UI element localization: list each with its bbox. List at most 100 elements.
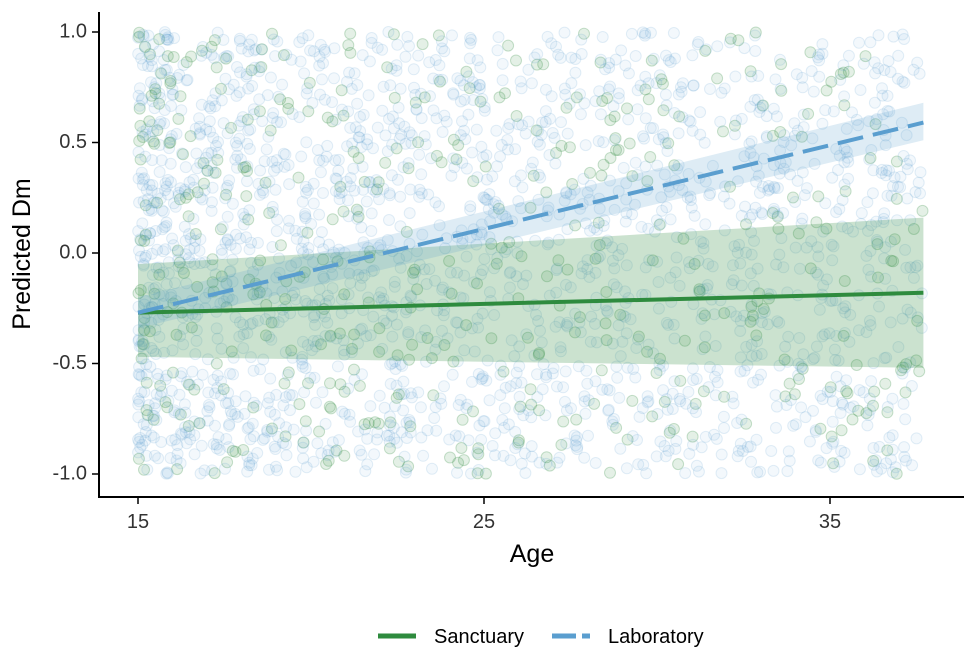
laboratory-point [142, 204, 155, 217]
laboratory-point [763, 183, 776, 196]
laboratory-point [297, 235, 310, 248]
sanctuary-point [820, 84, 833, 97]
laboratory-point [223, 174, 236, 187]
laboratory-point [773, 248, 786, 261]
laboratory-point [282, 222, 295, 235]
laboratory-point [840, 122, 853, 135]
sanctuary-point [521, 331, 534, 344]
laboratory-point [867, 442, 880, 454]
sanctuary-point [371, 183, 384, 196]
laboratory-point [419, 324, 432, 337]
laboratory-point [168, 406, 181, 419]
laboratory-point [573, 316, 586, 329]
laboratory-point [215, 247, 228, 260]
sanctuary-point [552, 254, 565, 267]
sanctuary-point [330, 444, 343, 457]
sanctuary-point [527, 169, 540, 182]
laboratory-point [464, 31, 477, 44]
sanctuary-point [434, 75, 446, 88]
laboratory-point [752, 373, 764, 386]
sanctuary-point [573, 311, 586, 324]
laboratory-point [653, 69, 666, 82]
laboratory-point [245, 33, 258, 46]
sanctuary-point [334, 180, 347, 193]
sanctuary-point [510, 54, 522, 67]
y-tick-label-neg05: -0.5 [53, 352, 87, 374]
laboratory-point [552, 48, 565, 61]
laboratory-point [354, 323, 367, 336]
laboratory-point [219, 72, 232, 85]
sanctuary-point [650, 367, 663, 379]
laboratory-point [280, 48, 293, 61]
sanctuary-point [626, 394, 639, 407]
laboratory-point [886, 392, 899, 405]
laboratory-point [141, 463, 154, 476]
laboratory-point [880, 457, 893, 470]
laboratory-point [697, 242, 710, 255]
laboratory-point [727, 259, 739, 272]
sanctuary-point [201, 164, 214, 177]
laboratory-point [519, 467, 532, 479]
sanctuary-point [814, 422, 827, 435]
laboratory-point [261, 89, 274, 102]
laboratory-point [202, 399, 215, 411]
laboratory-point [363, 176, 376, 188]
laboratory-point [768, 182, 781, 195]
sanctuary-point [460, 319, 473, 332]
laboratory-point [257, 353, 270, 366]
laboratory-point [869, 454, 882, 467]
laboratory-point [749, 45, 762, 57]
laboratory-point [454, 74, 467, 87]
sanctuary-point [221, 456, 234, 469]
laboratory-point [569, 307, 582, 320]
sanctuary-point [379, 156, 392, 169]
sanctuary-point [674, 374, 687, 387]
laboratory-point [240, 231, 253, 244]
sanctuary-point [838, 99, 851, 112]
sanctuary-point [472, 448, 485, 461]
sanctuary-point [589, 252, 602, 265]
laboratory-point [807, 404, 819, 417]
laboratory-point [508, 175, 521, 188]
laboratory-point [575, 33, 588, 46]
laboratory-point [132, 334, 145, 347]
laboratory-point [357, 108, 370, 121]
laboratory-point [864, 245, 877, 257]
laboratory-point [495, 139, 508, 151]
laboratory-point [385, 169, 398, 182]
laboratory-point [588, 221, 601, 234]
sanctuary-point [537, 58, 550, 71]
laboratory-point [221, 179, 234, 192]
laboratory-point [165, 288, 178, 301]
sanctuary-point [447, 133, 460, 146]
laboratory-point [629, 156, 642, 169]
sanctuary-point [274, 93, 287, 106]
laboratory-point [698, 136, 711, 149]
laboratory-point [312, 334, 324, 347]
laboratory-point [709, 340, 722, 352]
laboratory-point [229, 153, 242, 166]
laboratory-point [768, 205, 781, 218]
laboratory-point [612, 87, 625, 100]
laboratory-point [151, 243, 164, 256]
laboratory-point [554, 51, 567, 64]
sanctuary-point [792, 227, 805, 240]
laboratory-point [172, 186, 185, 199]
laboratory-point [539, 105, 552, 118]
laboratory-point [622, 113, 635, 126]
laboratory-point [558, 194, 571, 207]
laboratory-point [723, 197, 736, 210]
sanctuary-point [775, 84, 788, 97]
laboratory-point [691, 38, 704, 51]
laboratory-point [791, 124, 804, 137]
sanctuary-point [184, 130, 197, 143]
laboratory-point [157, 205, 170, 218]
laboratory-point [275, 116, 287, 129]
laboratory-point [749, 201, 762, 214]
sanctuary-point [225, 121, 237, 134]
laboratory-point [459, 133, 472, 146]
laboratory-point [207, 438, 220, 451]
sanctuary-point [888, 233, 901, 246]
laboratory-point [620, 462, 633, 475]
sanctuary-point [896, 361, 909, 374]
